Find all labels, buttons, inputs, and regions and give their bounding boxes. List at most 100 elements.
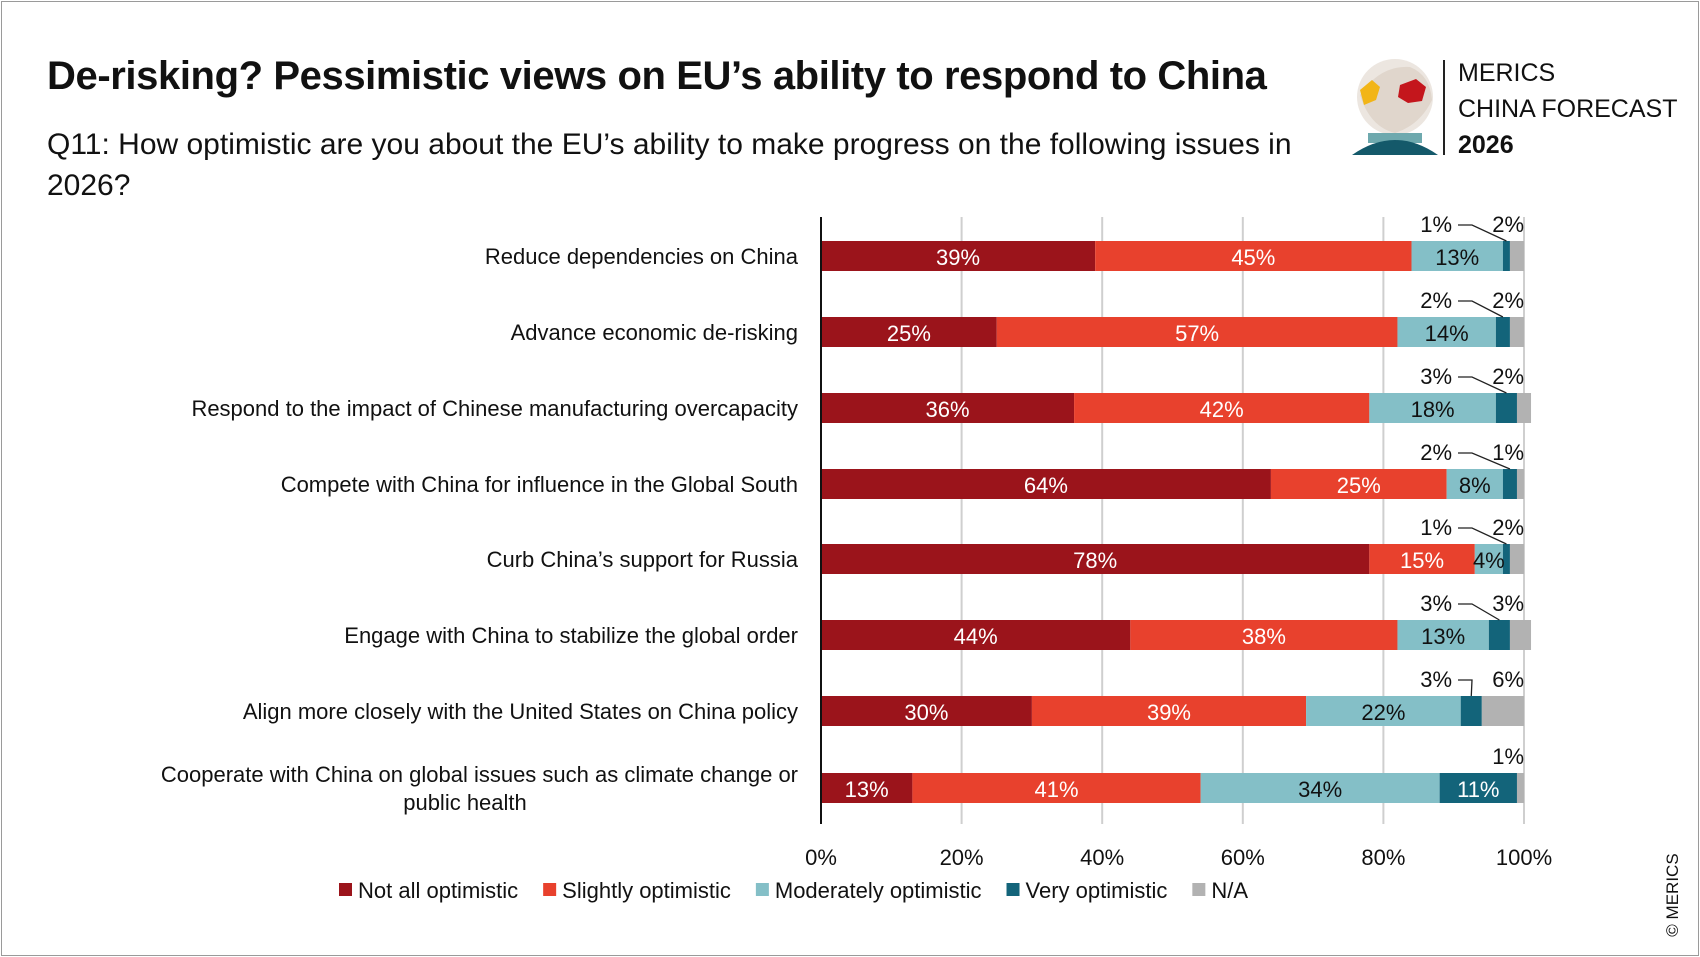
data-label: 14% [1425,321,1469,346]
data-label-na: 1% [1492,440,1524,465]
legend-swatch [339,883,352,896]
bar-segment-moderately-optimistic [1446,469,1503,499]
globe-icon [1352,59,1438,155]
data-label-na: 2% [1492,212,1524,237]
legend-swatch [1006,883,1020,896]
x-tick-label: 20% [940,845,984,870]
bar-segment-moderately-optimistic [1200,773,1440,803]
data-label: 25% [887,321,931,346]
bar-segment-moderately-optimistic [1397,620,1489,650]
data-label: 8% [1459,473,1491,498]
bar-segment-n-a [1509,317,1524,347]
bar-segment-very-optimistic [1495,393,1517,423]
bar-segment-not-all-optimistic [821,393,1075,423]
bar-segment-very-optimistic [1439,773,1517,803]
data-label: 15% [1400,548,1444,573]
data-label: 41% [1034,777,1078,802]
merics-logo: MERICS CHINA FORECAST 2026 [1350,55,1690,165]
data-label: 13% [1435,245,1479,270]
bar-segment-not-all-optimistic [821,544,1370,574]
bar-segment-slightly-optimistic [1095,241,1412,271]
data-label: 44% [954,624,998,649]
x-tick-label: 60% [1221,845,1265,870]
category-label: Reduce dependencies on China [485,244,799,269]
data-label: 13% [1421,624,1465,649]
data-label: 42% [1200,397,1244,422]
data-label-na: 2% [1492,364,1524,389]
bar-segment-moderately-optimistic [1369,393,1496,423]
bar-segment-slightly-optimistic [1130,620,1398,650]
leader-line [1458,603,1500,621]
data-label: 38% [1242,624,1286,649]
data-label: 34% [1298,777,1342,802]
data-label: 36% [926,397,970,422]
leader-line [1458,679,1473,697]
bar-segment-not-all-optimistic [821,317,997,347]
category-label: Align more closely with the United State… [243,699,798,724]
data-label-very-optimistic: 2% [1420,440,1452,465]
bar-segment-moderately-optimistic [1474,544,1503,574]
legend-swatch [755,883,769,896]
logo-text: MERICS CHINA FORECAST 2026 [1458,55,1677,163]
data-label-very-optimistic: 1% [1420,212,1452,237]
logo-year: 2026 [1458,131,1514,159]
legend-label: N/A [1211,878,1248,903]
data-label: 4% [1473,548,1505,573]
data-label: 22% [1361,700,1405,725]
data-label: 13% [845,777,889,802]
chart-subtitle: Q11: How optimistic are you about the EU… [47,128,1292,202]
data-label: 78% [1073,548,1117,573]
data-label: 11% [1457,777,1499,802]
category-label: Curb China’s support for Russia [487,547,799,572]
bar-segment-slightly-optimistic [1031,696,1307,726]
bar-segment-not-all-optimistic [821,773,913,803]
legend-swatch [1192,883,1206,896]
bar-segment-very-optimistic [1460,696,1482,726]
bar-segment-n-a [1509,620,1532,650]
bar-segment-n-a [1481,696,1524,726]
category-label: Advance economic de-risking [511,320,798,345]
leader-line [1458,452,1511,470]
bar-segment-slightly-optimistic [1369,544,1475,574]
bar-segment-very-optimistic [1502,469,1517,499]
logo-line1: MERICS [1458,59,1556,87]
legend-label: Not all optimistic [358,878,518,903]
data-label-very-optimistic: 1% [1420,515,1452,540]
x-tick-label: 0% [805,845,837,870]
legend-swatch [543,883,557,896]
bar-segment-not-all-optimistic [821,620,1131,650]
data-label-very-optimistic: 3% [1420,364,1452,389]
bar-segment-slightly-optimistic [1074,393,1370,423]
data-label-very-optimistic: 3% [1420,591,1452,616]
data-label: 39% [1147,700,1191,725]
data-label: 57% [1175,321,1219,346]
logo-line2: CHINA FORECAST [1458,95,1678,123]
data-label-na: 2% [1492,288,1524,313]
bar-segment-not-all-optimistic [821,696,1032,726]
logo-divider [1443,60,1445,155]
data-label-na: 2% [1492,515,1524,540]
copyright: © MERICS [1663,853,1682,937]
category-label: public health [403,790,527,815]
x-tick-label: 100% [1496,845,1552,870]
data-label: 64% [1024,473,1068,498]
leader-line [1458,527,1507,545]
category-label: Engage with China to stabilize the globa… [344,623,798,648]
bar-segment-slightly-optimistic [996,317,1398,347]
data-label: 39% [936,245,980,270]
data-label: 30% [904,700,948,725]
bar-segment-not-all-optimistic [821,241,1096,271]
data-label: 45% [1231,245,1275,270]
bar-segment-very-optimistic [1488,620,1510,650]
bar-segment-n-a [1509,241,1524,271]
x-tick-label: 80% [1361,845,1405,870]
leader-line [1458,300,1504,318]
category-label: Cooperate with China on global issues su… [161,762,798,787]
bar-segment-n-a [1509,544,1524,574]
legend-label: Moderately optimistic [775,878,982,903]
category-label: Compete with China for influence in the … [281,472,798,497]
legend-label: Slightly optimistic [562,878,731,903]
bar-segment-n-a [1516,469,1524,499]
